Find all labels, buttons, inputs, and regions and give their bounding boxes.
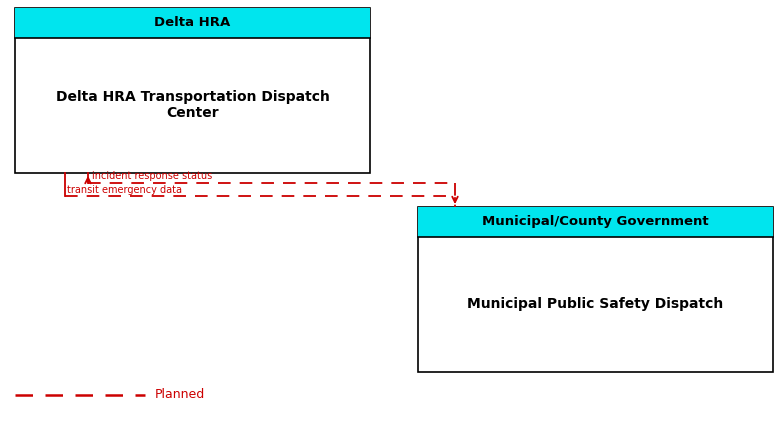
Text: Municipal/County Government: Municipal/County Government xyxy=(482,215,708,228)
Text: Delta HRA Transportation Dispatch
Center: Delta HRA Transportation Dispatch Center xyxy=(56,90,329,121)
Bar xyxy=(15,8,370,38)
Text: incident response status: incident response status xyxy=(92,171,212,181)
Text: Municipal Public Safety Dispatch: Municipal Public Safety Dispatch xyxy=(468,297,723,311)
Bar xyxy=(418,207,773,372)
Text: Planned: Planned xyxy=(155,389,205,402)
Bar xyxy=(418,207,773,237)
Text: transit emergency data: transit emergency data xyxy=(67,185,182,195)
Text: Delta HRA: Delta HRA xyxy=(154,16,231,29)
Bar xyxy=(15,8,370,173)
